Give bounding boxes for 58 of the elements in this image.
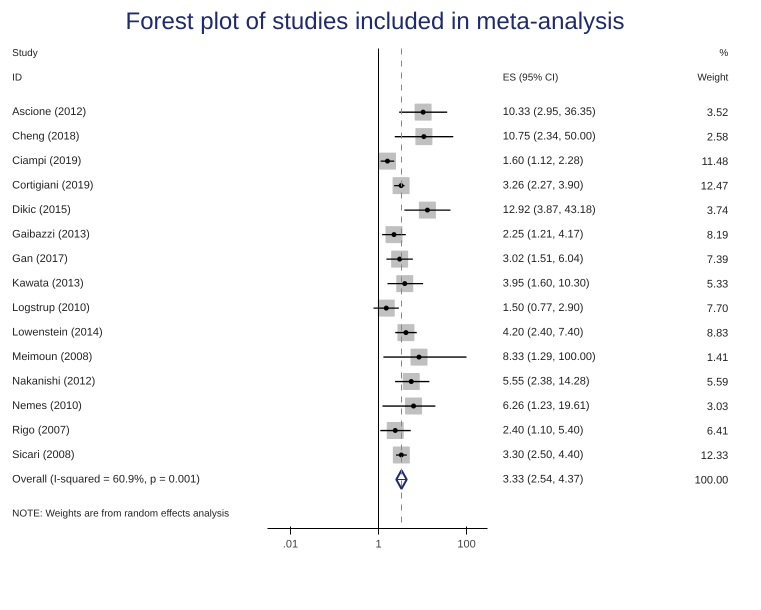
text: 10.75 (2.34, 50.00) [502, 130, 596, 143]
text: 8.83 [706, 328, 728, 340]
text: 100.00 [694, 474, 728, 487]
text: 3.33 (2.54, 4.37) [502, 474, 584, 486]
y-tick-label: Kawata (2013) [12, 278, 84, 290]
text: 3.26 (2.27, 3.90) [502, 180, 584, 192]
y-tick-label: Overall (I-squared = 60.9%, p = 0.001) [12, 474, 200, 486]
text: 1.60 (1.12, 2.28) [502, 155, 584, 168]
text: ID [12, 72, 22, 84]
text: Weight [697, 72, 729, 84]
y-tick-label: Meimoun (2008) [12, 351, 92, 364]
chart-title: Forest plot of studies included in meta-analysis [126, 7, 624, 37]
text: 5.59 [706, 376, 728, 389]
y-tick-label: Sicari (2008) [12, 449, 75, 462]
text: 2.58 [706, 132, 728, 144]
text: NOTE: Weights are from random effects analysis [12, 508, 230, 520]
text: 3.03 [706, 401, 728, 414]
text: 3.52 [706, 107, 728, 120]
text: 3.95 (1.60, 10.30) [502, 278, 590, 290]
x-tick-label: 100 [457, 538, 476, 551]
text: 1.41 [706, 352, 728, 364]
y-tick-label: Logstrup (2010) [12, 302, 90, 314]
y-tick-label: Ascione (2012) [12, 106, 86, 118]
text: 12.92 (3.87, 43.18) [502, 204, 596, 216]
text: 3.30 (2.50, 4.40) [502, 449, 584, 462]
text: 5.33 [706, 278, 728, 291]
x-tick-label: 1 [375, 538, 382, 551]
text: 8.33 (1.29, 100.00) [502, 351, 596, 364]
text: ES (95% CI) [502, 72, 558, 84]
text: 6.26 (1.23, 19.61) [502, 400, 590, 412]
text: 7.39 [706, 254, 728, 266]
x-tick-label: .01 [282, 538, 298, 551]
text: 3.74 [706, 205, 728, 218]
text: 12.47 [700, 180, 728, 193]
text: 2.25 (1.21, 4.17) [502, 228, 584, 241]
text: % [719, 48, 728, 60]
text: 11.48 [702, 156, 728, 168]
text: 5.55 (2.38, 14.28) [502, 376, 590, 388]
text: 2.40 (1.10, 5.40) [502, 424, 584, 437]
y-tick-label: Gaibazzi (2013) [12, 228, 90, 241]
y-tick-label: Ciampi (2019) [12, 155, 82, 168]
y-tick-label: Rigo (2007) [12, 424, 70, 437]
y-tick-label: Nemes (2010) [12, 400, 82, 412]
text: 10.33 (2.95, 36.35) [502, 106, 596, 118]
text: 6.41 [706, 426, 728, 438]
text: 3.02 (1.51, 6.04) [502, 253, 584, 266]
text: Study [12, 48, 38, 60]
y-tick-label: Cheng (2018) [12, 130, 80, 143]
y-tick-label: Dikic (2015) [12, 204, 71, 216]
text: 8.19 [706, 230, 728, 242]
text: 12.33 [700, 450, 728, 462]
y-tick-label: Gan (2017) [12, 253, 68, 266]
y-tick-label: Nakanishi (2012) [12, 376, 96, 388]
y-tick-label: Cortigiani (2019) [12, 180, 94, 192]
text: 7.70 [706, 303, 728, 316]
text: 4.20 (2.40, 7.40) [502, 326, 584, 339]
y-tick-label: Lowenstein (2014) [12, 326, 103, 339]
text: 1.50 (0.77, 2.90) [502, 302, 584, 314]
